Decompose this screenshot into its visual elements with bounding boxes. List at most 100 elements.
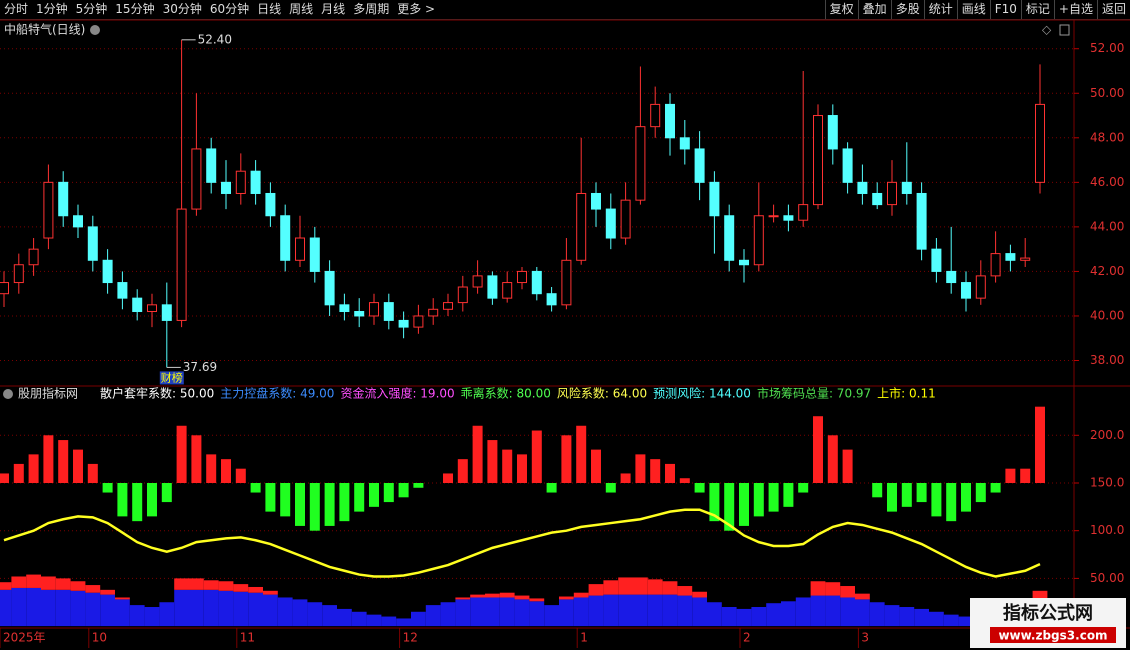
stack-bar bbox=[588, 584, 604, 596]
candle-body bbox=[413, 315, 424, 328]
candle-body bbox=[679, 137, 690, 150]
stack-bar bbox=[189, 578, 204, 590]
toolbar-item[interactable]: 5分钟 bbox=[75, 2, 108, 16]
stack-bar bbox=[322, 605, 337, 627]
x-tick-label: 3 bbox=[861, 631, 869, 645]
toolbar-item[interactable]: 60分钟 bbox=[209, 2, 250, 16]
toolbar-item[interactable]: 月线 bbox=[321, 2, 346, 16]
toolbar-item[interactable]: 多股 bbox=[890, 0, 924, 19]
stack-bar bbox=[633, 577, 648, 595]
stack-bar bbox=[958, 616, 974, 627]
diamond-icon[interactable]: ◇ bbox=[1042, 23, 1052, 37]
candle-body bbox=[28, 248, 39, 266]
stack-bar bbox=[840, 586, 855, 598]
toolbar-item[interactable]: 日线 bbox=[257, 2, 282, 16]
stack-bar bbox=[618, 594, 633, 627]
candle-body bbox=[709, 181, 720, 217]
histogram-bar bbox=[753, 482, 764, 517]
candle-body bbox=[857, 181, 868, 194]
candle-body bbox=[753, 215, 764, 266]
candle-body bbox=[250, 170, 261, 194]
stack-bar bbox=[914, 608, 929, 627]
histogram-bar bbox=[635, 454, 646, 483]
annotation: 52.40 bbox=[198, 32, 232, 46]
stack-bar bbox=[425, 605, 441, 627]
candle-body bbox=[309, 237, 320, 272]
stack-bar bbox=[603, 580, 619, 595]
stack-bar bbox=[115, 597, 130, 600]
histogram-bar bbox=[887, 482, 897, 512]
candle-body bbox=[961, 282, 971, 299]
toolbar-item[interactable]: 画线 bbox=[956, 0, 990, 19]
candle-body bbox=[561, 259, 572, 306]
stack-bar bbox=[603, 594, 619, 627]
histogram-bar bbox=[517, 454, 527, 483]
histogram-bar bbox=[309, 482, 320, 531]
candle-body bbox=[650, 103, 661, 128]
stack-bar bbox=[736, 608, 752, 627]
stack-bar bbox=[70, 581, 86, 591]
toolbar-item[interactable]: 叠加 bbox=[857, 0, 891, 19]
toolbar-item[interactable]: 复权 bbox=[824, 0, 858, 19]
candle-body bbox=[620, 199, 631, 239]
x-tick-label: 1 bbox=[580, 631, 588, 645]
toolbar-item[interactable]: +自选 bbox=[1053, 0, 1097, 19]
line bbox=[3, 508, 1041, 578]
stack-bar bbox=[115, 599, 130, 627]
toolbar-item[interactable]: 统计 bbox=[923, 0, 957, 19]
toolbar-item[interactable]: 返回 bbox=[1096, 0, 1130, 19]
toolbar-item[interactable]: 30分钟 bbox=[162, 2, 202, 16]
toolbar-item[interactable]: 分时 bbox=[4, 2, 29, 16]
candle-body bbox=[161, 304, 172, 321]
stack-bar bbox=[55, 589, 71, 627]
candle-body bbox=[369, 302, 379, 317]
stack-bar bbox=[41, 576, 56, 590]
candle-body bbox=[443, 302, 453, 310]
panel-icon[interactable] bbox=[1059, 24, 1070, 36]
x-tick-label: 11 bbox=[240, 631, 255, 645]
histogram-bar bbox=[931, 482, 942, 517]
legend-item: 上市: 0.11 bbox=[877, 386, 936, 401]
candle-body bbox=[13, 264, 24, 284]
candle-body bbox=[990, 253, 1001, 277]
candle-body bbox=[295, 237, 305, 261]
histogram-bar bbox=[398, 482, 409, 498]
stack-bar bbox=[85, 585, 101, 593]
stack-bar bbox=[70, 590, 86, 627]
toolbar-item[interactable]: 周线 bbox=[289, 2, 314, 16]
stack-bar bbox=[662, 594, 678, 627]
toolbar-item[interactable]: 15分钟 bbox=[115, 2, 155, 16]
stack-bar bbox=[588, 595, 604, 627]
histogram-bar bbox=[620, 473, 631, 483]
menu-icon[interactable] bbox=[90, 25, 100, 35]
toolbar-item[interactable]: F10 bbox=[989, 0, 1021, 19]
stack-bar bbox=[440, 602, 456, 627]
histogram-bar bbox=[798, 482, 809, 493]
x-tick-label: 12 bbox=[403, 631, 418, 645]
toolbar-item[interactable]: 多周期 bbox=[353, 2, 390, 16]
candle-body bbox=[221, 181, 231, 194]
toolbar-item[interactable]: 标记 bbox=[1020, 0, 1054, 19]
histogram-bar bbox=[605, 482, 616, 493]
stack-bar bbox=[189, 589, 204, 627]
histogram-bar bbox=[916, 482, 927, 503]
y-tick-label: 50.00 bbox=[1090, 86, 1124, 100]
histogram-bar bbox=[546, 482, 557, 493]
candle-body bbox=[931, 248, 942, 272]
x-tick-label: 2025年 bbox=[3, 631, 46, 645]
candle-body bbox=[842, 148, 853, 183]
stack-bar bbox=[203, 580, 219, 590]
toolbar-item[interactable]: 更多 > bbox=[397, 2, 436, 16]
menu-icon[interactable] bbox=[3, 389, 13, 399]
stack-bar bbox=[1032, 590, 1048, 603]
stack-bar bbox=[11, 576, 27, 588]
candle-body bbox=[472, 275, 483, 288]
toolbar-item[interactable]: 1分钟 bbox=[36, 2, 68, 16]
histogram-bar bbox=[413, 482, 424, 488]
stack-bar bbox=[351, 611, 367, 627]
stack-bar bbox=[41, 589, 56, 627]
stack-bar bbox=[100, 594, 115, 627]
histogram-bar bbox=[73, 449, 83, 483]
histogram-bar bbox=[250, 482, 261, 493]
